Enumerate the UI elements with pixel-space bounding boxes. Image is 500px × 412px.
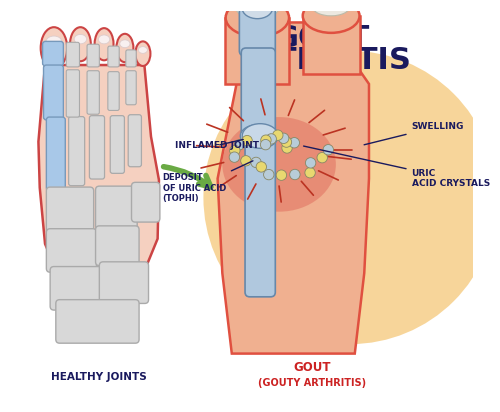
Circle shape [289, 138, 300, 148]
Polygon shape [38, 65, 159, 321]
Text: URIC
ACID CRYSTALS: URIC ACID CRYSTALS [304, 146, 490, 188]
FancyBboxPatch shape [128, 115, 141, 167]
FancyBboxPatch shape [242, 48, 276, 141]
Text: ARTHRITIS: ARTHRITIS [231, 46, 412, 75]
Ellipse shape [312, 0, 350, 16]
Circle shape [282, 143, 292, 153]
Circle shape [256, 162, 266, 172]
Circle shape [306, 158, 316, 168]
Circle shape [251, 157, 262, 168]
FancyBboxPatch shape [126, 50, 136, 67]
Ellipse shape [236, 0, 279, 19]
FancyBboxPatch shape [46, 229, 96, 272]
Ellipse shape [222, 117, 336, 212]
Text: INFLAMED JOINT: INFLAMED JOINT [175, 139, 259, 150]
Ellipse shape [70, 27, 91, 61]
FancyBboxPatch shape [96, 226, 139, 266]
Circle shape [323, 145, 334, 155]
Ellipse shape [74, 35, 86, 44]
Ellipse shape [242, 124, 278, 148]
Circle shape [272, 130, 283, 140]
FancyBboxPatch shape [50, 267, 105, 310]
FancyBboxPatch shape [100, 262, 148, 304]
Circle shape [260, 135, 271, 145]
FancyBboxPatch shape [96, 186, 137, 229]
FancyBboxPatch shape [87, 44, 100, 67]
FancyBboxPatch shape [56, 300, 139, 343]
FancyBboxPatch shape [90, 116, 104, 179]
Ellipse shape [240, 125, 276, 147]
FancyBboxPatch shape [132, 183, 160, 222]
Text: GOUT: GOUT [274, 24, 370, 53]
FancyBboxPatch shape [46, 117, 66, 191]
Text: SWELLING: SWELLING [364, 122, 464, 145]
Text: HEALTHY JOINTS: HEALTHY JOINTS [52, 372, 147, 382]
FancyBboxPatch shape [66, 70, 80, 117]
Ellipse shape [242, 0, 272, 19]
Ellipse shape [46, 36, 62, 47]
Text: (GOUTY ARTHRITIS): (GOUTY ARTHRITIS) [258, 378, 366, 388]
Ellipse shape [116, 34, 134, 62]
Circle shape [260, 139, 271, 150]
FancyBboxPatch shape [108, 46, 119, 67]
Circle shape [317, 152, 328, 163]
FancyBboxPatch shape [42, 41, 64, 66]
Circle shape [278, 133, 289, 143]
Ellipse shape [120, 40, 130, 48]
FancyArrowPatch shape [164, 167, 211, 187]
Circle shape [281, 137, 291, 147]
Ellipse shape [136, 41, 150, 66]
FancyBboxPatch shape [66, 42, 80, 67]
Text: DEPOSIT
OF URIC ACID
(TOPHI): DEPOSIT OF URIC ACID (TOPHI) [162, 161, 253, 203]
Ellipse shape [98, 35, 110, 44]
Ellipse shape [226, 0, 289, 37]
Circle shape [204, 51, 497, 344]
Ellipse shape [138, 47, 147, 54]
FancyBboxPatch shape [46, 187, 94, 234]
Circle shape [230, 145, 240, 156]
FancyBboxPatch shape [240, 4, 276, 56]
Circle shape [305, 168, 316, 178]
FancyBboxPatch shape [108, 72, 119, 110]
Polygon shape [218, 23, 369, 353]
Circle shape [290, 169, 300, 180]
Circle shape [266, 134, 276, 144]
Polygon shape [225, 18, 288, 84]
FancyBboxPatch shape [87, 71, 100, 114]
Circle shape [276, 170, 286, 180]
Ellipse shape [303, 0, 360, 33]
Ellipse shape [94, 28, 114, 60]
Circle shape [264, 169, 274, 180]
FancyBboxPatch shape [110, 116, 124, 173]
FancyBboxPatch shape [44, 65, 64, 120]
FancyBboxPatch shape [68, 117, 84, 186]
FancyBboxPatch shape [126, 71, 136, 105]
Polygon shape [303, 16, 360, 75]
FancyBboxPatch shape [245, 131, 276, 297]
Ellipse shape [40, 27, 67, 69]
Text: GOUT: GOUT [294, 361, 331, 375]
Circle shape [240, 156, 251, 166]
Circle shape [234, 140, 244, 150]
Circle shape [229, 152, 239, 162]
Circle shape [242, 136, 252, 146]
